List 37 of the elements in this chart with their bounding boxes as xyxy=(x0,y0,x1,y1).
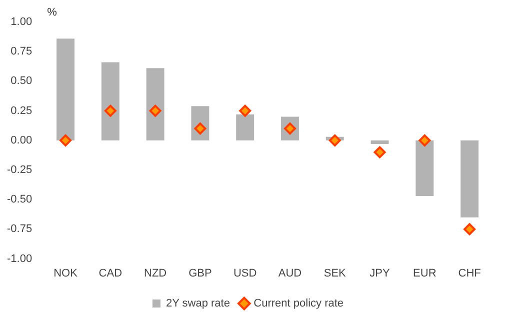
y-axis-title: % xyxy=(47,6,58,19)
y-tick-label: 0.00 xyxy=(10,134,32,146)
point xyxy=(418,134,431,146)
bar xyxy=(416,140,434,196)
x-tick-label: GBP xyxy=(188,267,212,280)
y-tick-label: 0.75 xyxy=(10,46,32,58)
x-tick-label: USD xyxy=(233,267,257,280)
bar xyxy=(146,68,164,140)
point xyxy=(328,134,341,146)
point xyxy=(104,104,116,117)
bar xyxy=(236,114,254,140)
point xyxy=(464,223,476,236)
y-tick-label: 1.00 xyxy=(10,16,32,28)
bar xyxy=(101,62,120,140)
y-tick-label: -0.75 xyxy=(6,223,32,236)
y-tick-label: 0.25 xyxy=(10,104,32,117)
x-tick-label: CHF xyxy=(458,267,482,280)
point xyxy=(239,104,252,117)
y-tick-label: -0.25 xyxy=(6,164,32,176)
x-tick-label: EUR xyxy=(413,267,436,280)
x-tick-label: NZD xyxy=(144,267,167,280)
bar xyxy=(56,38,74,140)
x-tick-label: CAD xyxy=(98,267,122,280)
legend-label: Current policy rate xyxy=(254,298,344,310)
point xyxy=(374,146,386,158)
point xyxy=(149,104,162,117)
bar xyxy=(460,140,479,218)
x-tick-label: NOK xyxy=(54,267,78,280)
x-tick-label: JPY xyxy=(370,267,391,280)
y-tick-label: -1.00 xyxy=(6,252,32,265)
bar xyxy=(370,140,389,144)
y-tick-label: 0.50 xyxy=(10,75,32,88)
y-tick-label: -0.50 xyxy=(6,194,32,206)
legend-label: 2Y swap rate xyxy=(166,298,230,310)
x-tick-label: AUD xyxy=(278,267,302,280)
x-tick-label: SEK xyxy=(324,267,347,280)
point xyxy=(60,134,72,146)
